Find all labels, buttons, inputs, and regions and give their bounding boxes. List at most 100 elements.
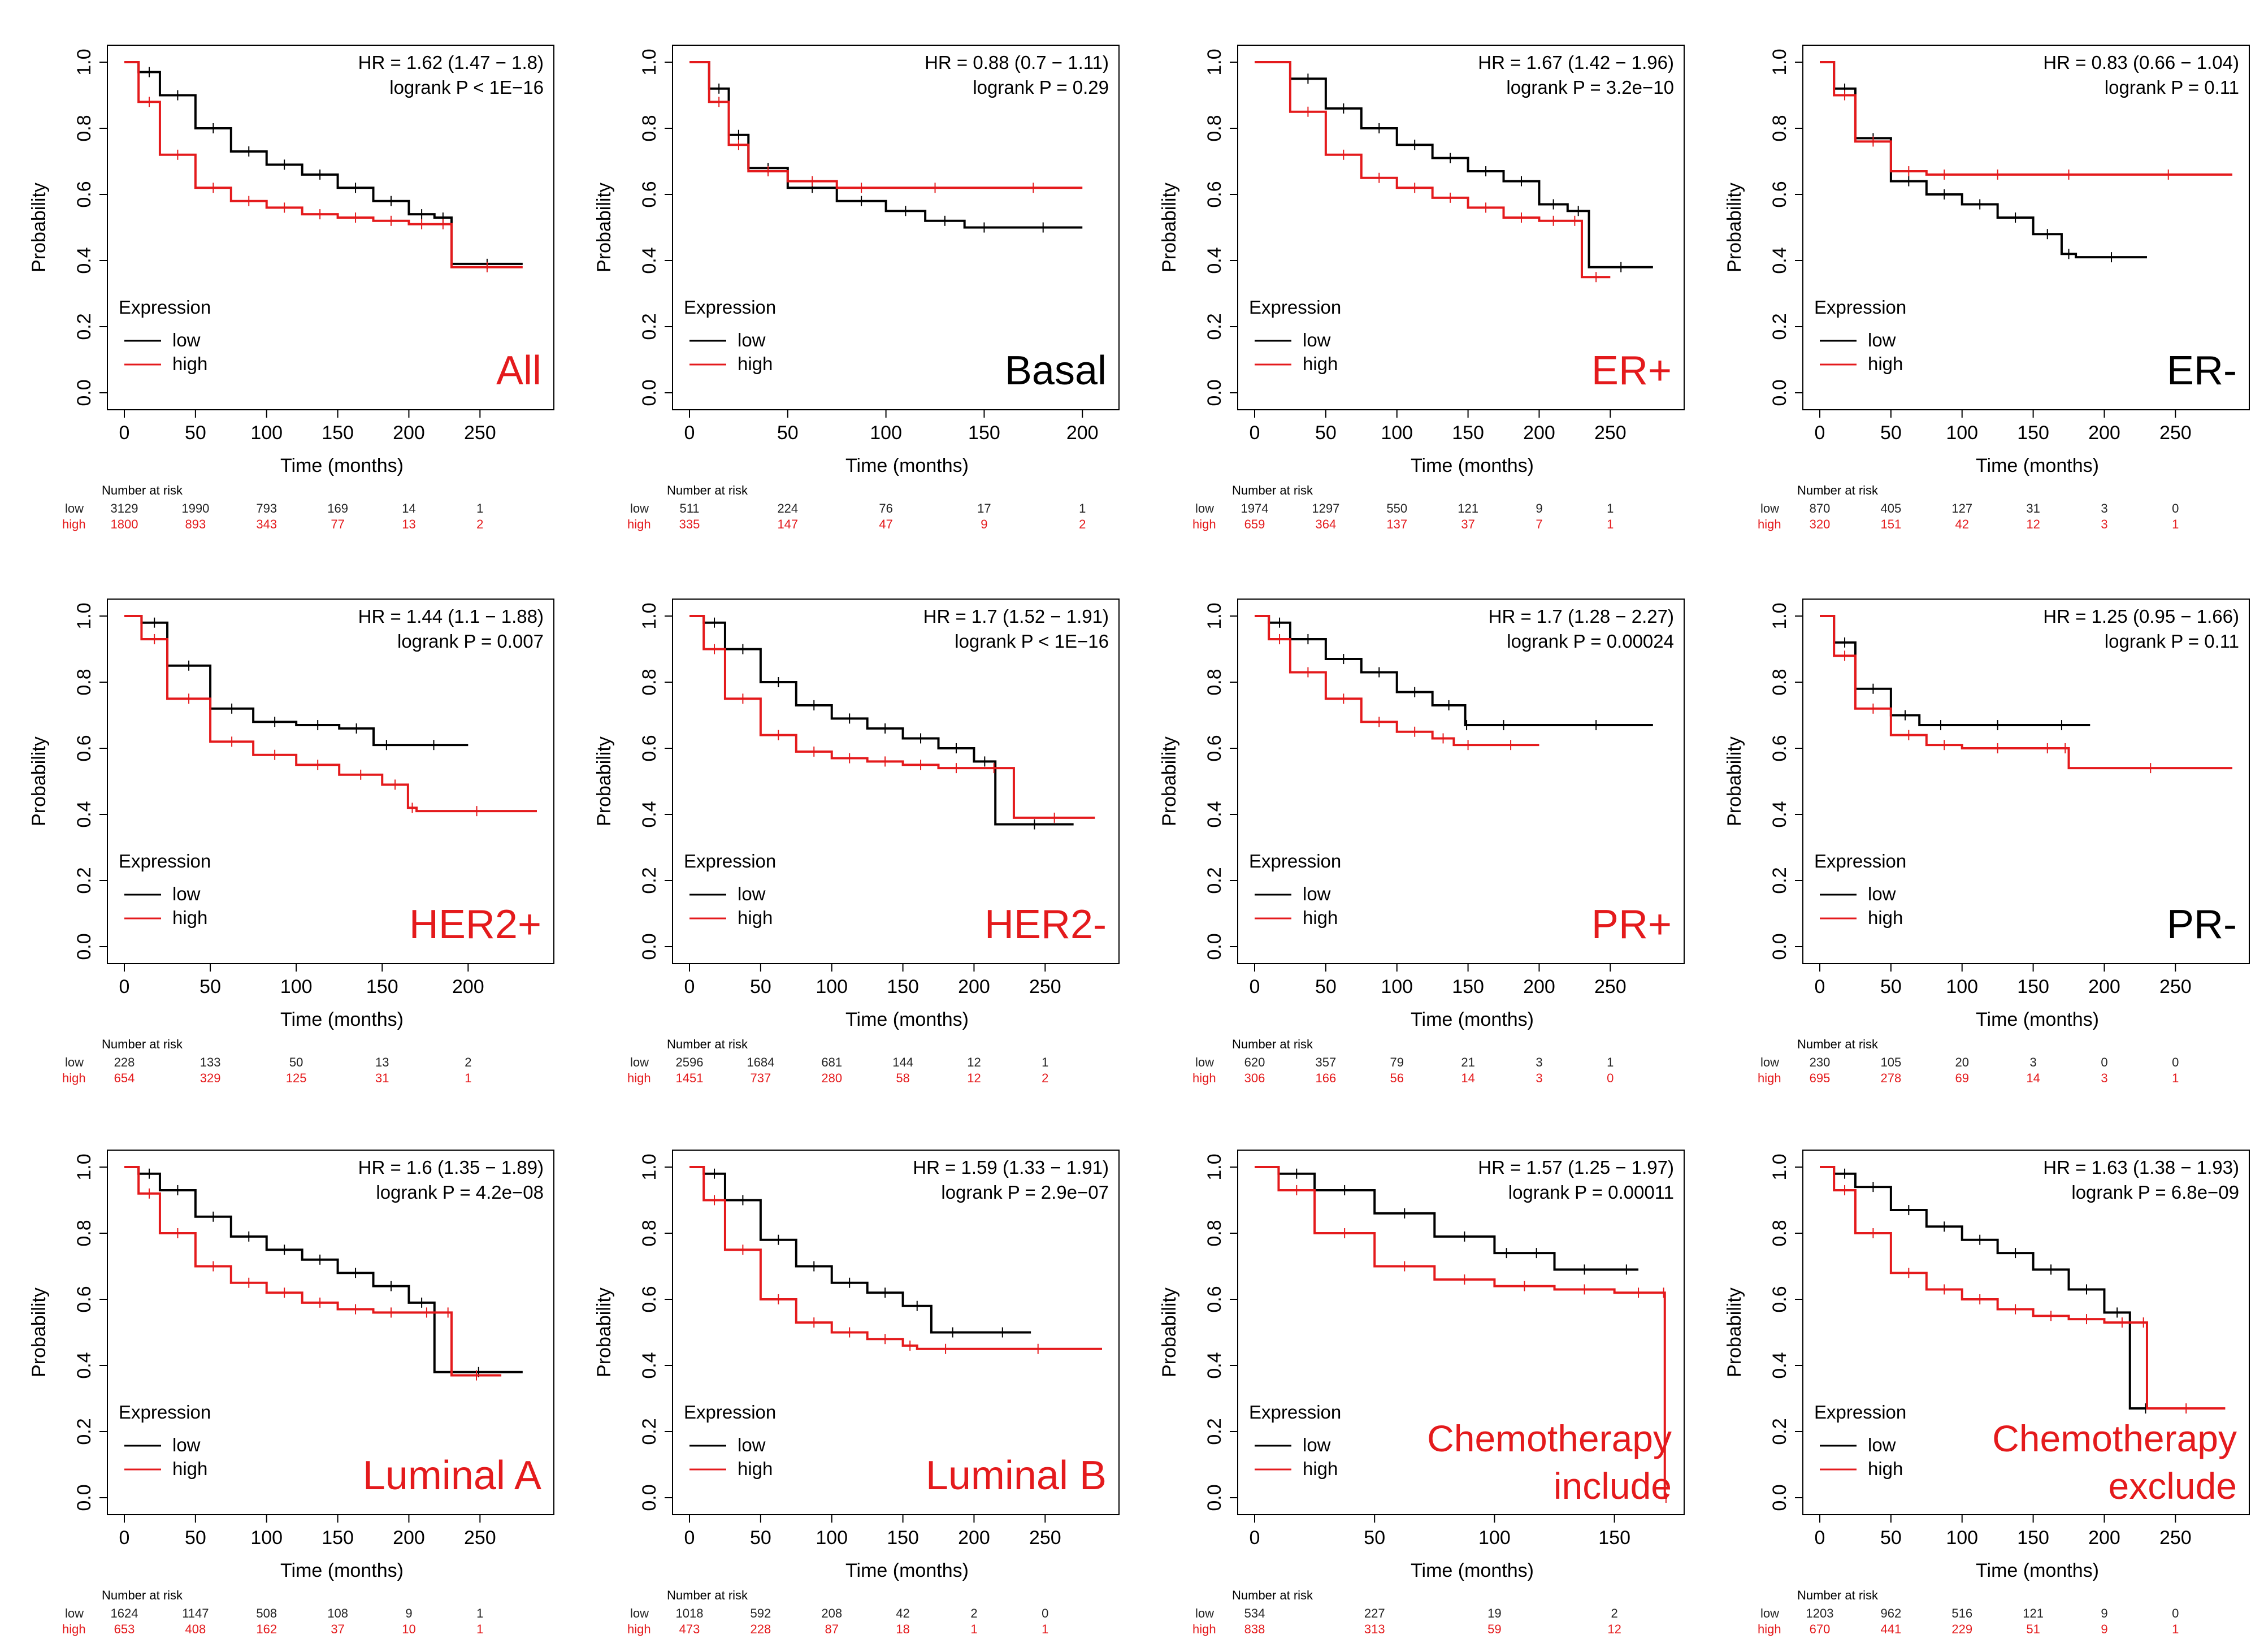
y-tick-label: 0.2 [1769,867,1790,894]
logrank-p: logrank P < 1E−16 [389,77,544,98]
risk-table-title: Number at risk [1797,483,1879,497]
y-tick-label: 0.4 [1204,1352,1225,1378]
logrank-p: logrank P = 0.11 [2105,631,2239,652]
plot-frame [1237,45,1685,410]
risk-row-label-low: low [1195,1055,1214,1069]
risk-row-label-high: high [1192,1071,1216,1085]
x-tick-label: 0 [1815,976,1825,998]
legend-title: Expression [684,297,776,318]
risk-count-low: 0 [2101,1055,2107,1069]
legend-high: high [738,907,773,928]
legend-low: low [172,329,201,350]
risk-count-low: 121 [1458,501,1478,515]
risk-count-low: 1297 [1312,501,1339,515]
legend-low: low [1868,883,1896,904]
y-tick-label: 0.6 [1204,735,1225,761]
x-tick-label: 200 [2088,976,2120,998]
risk-count-low: 224 [777,501,798,515]
risk-count-low: 1 [1042,1055,1048,1069]
y-tick-label: 0.2 [639,313,660,340]
x-tick-label: 0 [1250,422,1260,444]
risk-count-high: 737 [751,1071,771,1085]
plot-frame [107,1150,554,1515]
risk-count-high: 343 [256,517,277,531]
x-tick-label: 200 [1523,422,1555,444]
risk-count-high: 147 [777,517,798,531]
y-tick-label: 0.0 [73,379,95,406]
legend-low: low [738,883,766,904]
subgroup-label: Luminal B [926,1453,1107,1498]
y-axis-label: Probability [28,183,50,272]
km-curve-high [1255,1166,1667,1499]
y-tick-label: 0.2 [1204,1418,1225,1445]
y-axis-label: Probability [1159,183,1180,272]
risk-count-high: 408 [185,1622,206,1636]
hazard-ratio: HR = 1.62 (1.47 − 1.8) [358,52,544,73]
risk-count-high: 3 [2101,1071,2107,1085]
subgroup-label: Luminal A [363,1453,541,1498]
risk-count-high: 162 [256,1622,277,1636]
risk-count-high: 125 [286,1071,307,1085]
risk-count-high: 2 [1079,517,1086,531]
risk-count-low: 21 [1461,1055,1474,1069]
y-tick-label: 0.6 [73,735,95,761]
risk-count-low: 0 [1042,1606,1048,1620]
risk-count-low: 1 [476,501,483,515]
y-tick-label: 0.8 [73,1220,95,1246]
y-tick-label: 1.0 [1769,1154,1790,1180]
logrank-p: logrank P = 0.00024 [1507,631,1674,652]
risk-row-label-high: high [1758,1071,1781,1085]
y-tick-label: 1.0 [1204,602,1225,629]
risk-count-high: 42 [1955,517,1968,531]
x-tick-label: 100 [1381,422,1413,444]
risk-table-title: Number at risk [102,1037,183,1051]
risk-count-low: 2596 [676,1055,704,1069]
x-tick-label: 150 [322,422,354,444]
plot-frame [672,1150,1120,1515]
legend-title: Expression [684,1402,776,1423]
legend-low: low [172,883,201,904]
risk-count-high: 659 [1244,517,1265,531]
legend-high: high [738,1458,773,1479]
risk-count-low: 405 [1881,501,1902,515]
legend-high: high [738,353,773,374]
risk-table-title: Number at risk [1797,1588,1879,1602]
risk-count-high: 18 [896,1622,909,1636]
legend-high: high [1303,1458,1338,1479]
km-curve-high [124,615,537,813]
y-tick-label: 0.0 [1204,1484,1225,1511]
x-tick-label: 100 [1946,1527,1978,1549]
km-panel-3: 0.0 0.2 0.4 0.6 0.8 1.0 Probability 0 50 100 150 20… [1159,45,1685,531]
y-tick-label: 0.6 [1204,181,1225,207]
risk-count-low: 793 [256,501,277,515]
risk-count-low: 2 [1611,1606,1618,1620]
risk-count-low: 12 [967,1055,981,1069]
x-tick-label: 150 [322,1527,354,1549]
x-tick-label: 50 [1315,422,1337,444]
legend-low: low [1868,1434,1896,1455]
hazard-ratio: HR = 0.83 (0.66 − 1.04) [2043,52,2239,73]
legend-high: high [172,1458,207,1479]
y-tick-label: 1.0 [639,1154,660,1180]
x-tick-label: 100 [1946,422,1978,444]
y-tick-label: 1.0 [639,49,660,75]
risk-count-low: 1203 [1806,1606,1834,1620]
y-tick-label: 0.4 [73,1352,95,1378]
risk-count-high: 51 [2026,1622,2040,1636]
km-panel-4: 0.0 0.2 0.4 0.6 0.8 1.0 Probability 0 50 100 150 20… [1724,45,2250,531]
risk-count-low: 550 [1386,501,1407,515]
risk-row-label-high: high [1758,1622,1781,1636]
y-axis-label: Probability [1724,1287,1745,1377]
y-tick-label: 0.4 [1769,801,1790,827]
risk-row-label-low: low [1195,1606,1214,1620]
x-tick-label: 50 [750,1527,771,1549]
y-tick-label: 0.6 [1204,1286,1225,1312]
risk-count-low: 108 [327,1606,348,1620]
x-tick-label: 150 [2017,976,2049,998]
risk-count-high: 1 [2172,517,2179,531]
risk-count-low: 79 [1390,1055,1403,1069]
km-curve-high [1255,61,1611,279]
risk-count-low: 1990 [181,501,209,515]
